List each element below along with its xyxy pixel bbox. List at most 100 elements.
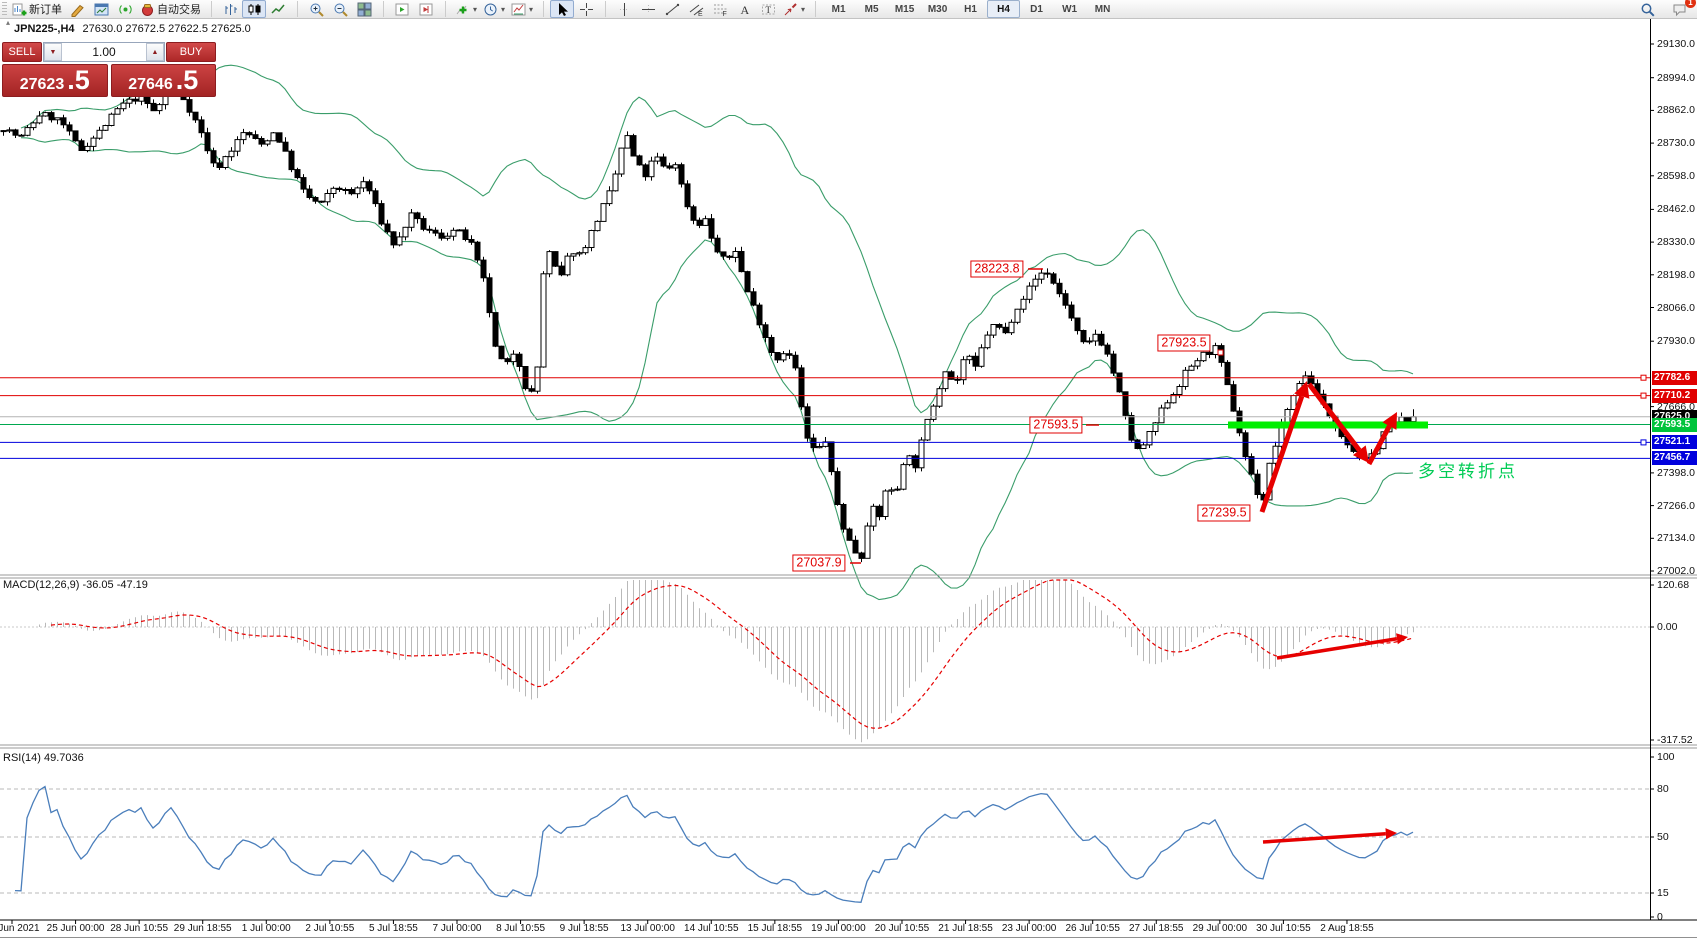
toolbar-separator <box>808 1 817 17</box>
volume-input[interactable]: 1.00 <box>92 45 116 59</box>
equidistant-channel-button[interactable]: E <box>684 0 708 18</box>
timeframe-h1-button[interactable]: H1 <box>964 3 977 15</box>
trendline-button[interactable] <box>660 0 684 18</box>
main-chart-plot[interactable] <box>0 18 1650 575</box>
auto-scroll-button[interactable] <box>390 0 414 18</box>
autotrading-button[interactable]: 自动交易 <box>137 0 204 18</box>
horizontal-line-button[interactable] <box>636 0 660 18</box>
price-axis-tick: 27666.0 <box>1657 400 1695 413</box>
label-icon: T <box>761 2 776 17</box>
timeframe-m30-button[interactable]: M30 <box>927 3 948 15</box>
indicators-button[interactable]: ▾ <box>452 0 480 18</box>
one-click-trading-toggle-icon[interactable]: ▴ <box>6 18 11 27</box>
chat-button[interactable]: 1 <box>1667 0 1696 18</box>
candlestick-button[interactable] <box>242 0 266 18</box>
svg-text:F: F <box>722 11 726 17</box>
crayon-icon <box>70 2 85 17</box>
clock-icon <box>483 2 498 17</box>
new-order-button[interactable]: 新订单 <box>9 0 65 18</box>
time-axis-label: 19 Jul 00:00 <box>811 923 866 934</box>
time-axis-label: 23 Jul 00:00 <box>1001 923 1057 934</box>
volume-box: ▼ 1.00 ▲ <box>43 42 165 62</box>
buy-price-box[interactable]: 27646 .5 <box>110 64 216 97</box>
shapes-icon <box>783 2 798 17</box>
crosshair-button[interactable] <box>574 0 598 18</box>
time-axis-label: 8 Jul 10:55 <box>496 923 546 934</box>
tile-windows-button[interactable] <box>352 0 376 18</box>
time-axis-label: 2 Aug 18:55 <box>1320 923 1374 934</box>
timeframe-w1-button[interactable]: W1 <box>1062 3 1078 15</box>
volume-increase-button[interactable]: ▲ <box>146 43 164 61</box>
zoom-out-icon <box>333 2 348 17</box>
signals-button[interactable] <box>113 0 137 18</box>
zoom-out-button[interactable] <box>328 0 352 18</box>
price-axis-tick: 29130.0 <box>1657 38 1695 50</box>
text-icon: A <box>737 2 752 17</box>
fibonacci-button[interactable]: F <box>708 0 732 18</box>
styler-button[interactable] <box>65 0 89 18</box>
arrows-button[interactable]: ▾ <box>780 0 808 18</box>
one-click-trading-panel: SELL ▼ 1.00 ▲ BUY 27623 .5 27646 .5 <box>2 42 216 97</box>
time-axis-label: 29 Jun 18:55 <box>173 923 232 934</box>
vertical-line-button[interactable] <box>612 0 636 18</box>
rsi-panel[interactable] <box>0 748 1650 920</box>
time-axis-label: 29 Jul 00:00 <box>1192 923 1248 934</box>
price-axis-tick: 28066.0 <box>1657 301 1695 314</box>
time-axis-label: 7 Jul 00:00 <box>432 923 482 934</box>
time-axis-label: 15 Jul 18:55 <box>747 923 803 934</box>
time-axis-label: 23 Jun 2021 <box>0 923 40 934</box>
timeframe-h4-button[interactable]: H4 <box>987 0 1021 18</box>
tile-icon <box>357 2 372 17</box>
shift-icon <box>419 2 434 17</box>
autoscroll-icon <box>395 2 410 17</box>
time-axis-label: 20 Jul 10:55 <box>874 923 930 934</box>
sell-price-box[interactable]: 27623 .5 <box>2 64 108 97</box>
timeframe-mn-button[interactable]: MN <box>1094 3 1111 15</box>
zoom-in-button[interactable] <box>304 0 328 18</box>
ohlc-values: 27630.0 27672.5 27622.5 27625.0 <box>82 23 251 35</box>
svg-text:E: E <box>698 11 703 17</box>
notification-badge: 1 <box>1685 0 1696 8</box>
templates-icon <box>511 2 526 17</box>
chart-window-icon <box>94 2 109 17</box>
line-chart-button[interactable] <box>266 0 290 18</box>
search-button[interactable] <box>1635 0 1659 18</box>
price-axis-tick: 27002.0 <box>1657 565 1695 577</box>
text-label-button[interactable]: T <box>756 0 780 18</box>
buy-button[interactable]: BUY <box>166 42 216 62</box>
indicator-axis-tick: -317.52 <box>1657 734 1693 746</box>
price-axis-tick: 28462.0 <box>1657 203 1695 216</box>
periods-button[interactable]: ▾ <box>480 0 508 18</box>
indicator-axis-tick: 15 <box>1657 887 1669 899</box>
timeframe-m1-button[interactable]: M1 <box>831 3 846 15</box>
price-annotation-27923.5: 27923.5 <box>1157 334 1211 352</box>
open-chart-button[interactable] <box>89 0 113 18</box>
fibo-icon: F <box>713 2 728 17</box>
price-axis-tick: 28330.0 <box>1657 236 1695 249</box>
timeframe-d1-button[interactable]: D1 <box>1030 3 1043 15</box>
price-axis-tick: 27398.0 <box>1657 466 1695 479</box>
cursor-icon <box>555 2 570 17</box>
buy-price-pip: .5 <box>175 65 199 95</box>
toolbar-separator <box>536 1 545 17</box>
bar-chart-button[interactable] <box>218 0 242 18</box>
price-tag-27521.1: 27521.1 <box>1652 435 1697 450</box>
templates-button[interactable]: ▾ <box>508 0 536 18</box>
cursor-button[interactable] <box>550 0 575 18</box>
volume-decrease-button[interactable]: ▼ <box>44 43 62 61</box>
chart-title: JPN225-,H4 27630.0 27672.5 27622.5 27625.… <box>14 23 251 35</box>
price-tag-27782.6: 27782.6 <box>1652 370 1697 385</box>
chart-shift-button[interactable] <box>414 0 438 18</box>
timeframe-m15-button[interactable]: M15 <box>894 3 915 15</box>
chat-icon <box>1672 2 1687 17</box>
time-axis-label: 30 Jul 10:55 <box>1256 923 1311 934</box>
symbol-period-label: JPN225-,H4 <box>14 23 75 35</box>
time-axis-label: 13 Jul 00:00 <box>620 923 675 934</box>
sell-button[interactable]: SELL <box>2 42 42 62</box>
macd-panel[interactable] <box>0 579 1650 745</box>
text-button[interactable]: A <box>732 0 756 18</box>
time-axis-label: 2 Jul 10:55 <box>305 923 355 934</box>
price-annotation-27037.9: 27037.9 <box>792 554 846 572</box>
timeframe-m5-button[interactable]: M5 <box>864 3 879 15</box>
